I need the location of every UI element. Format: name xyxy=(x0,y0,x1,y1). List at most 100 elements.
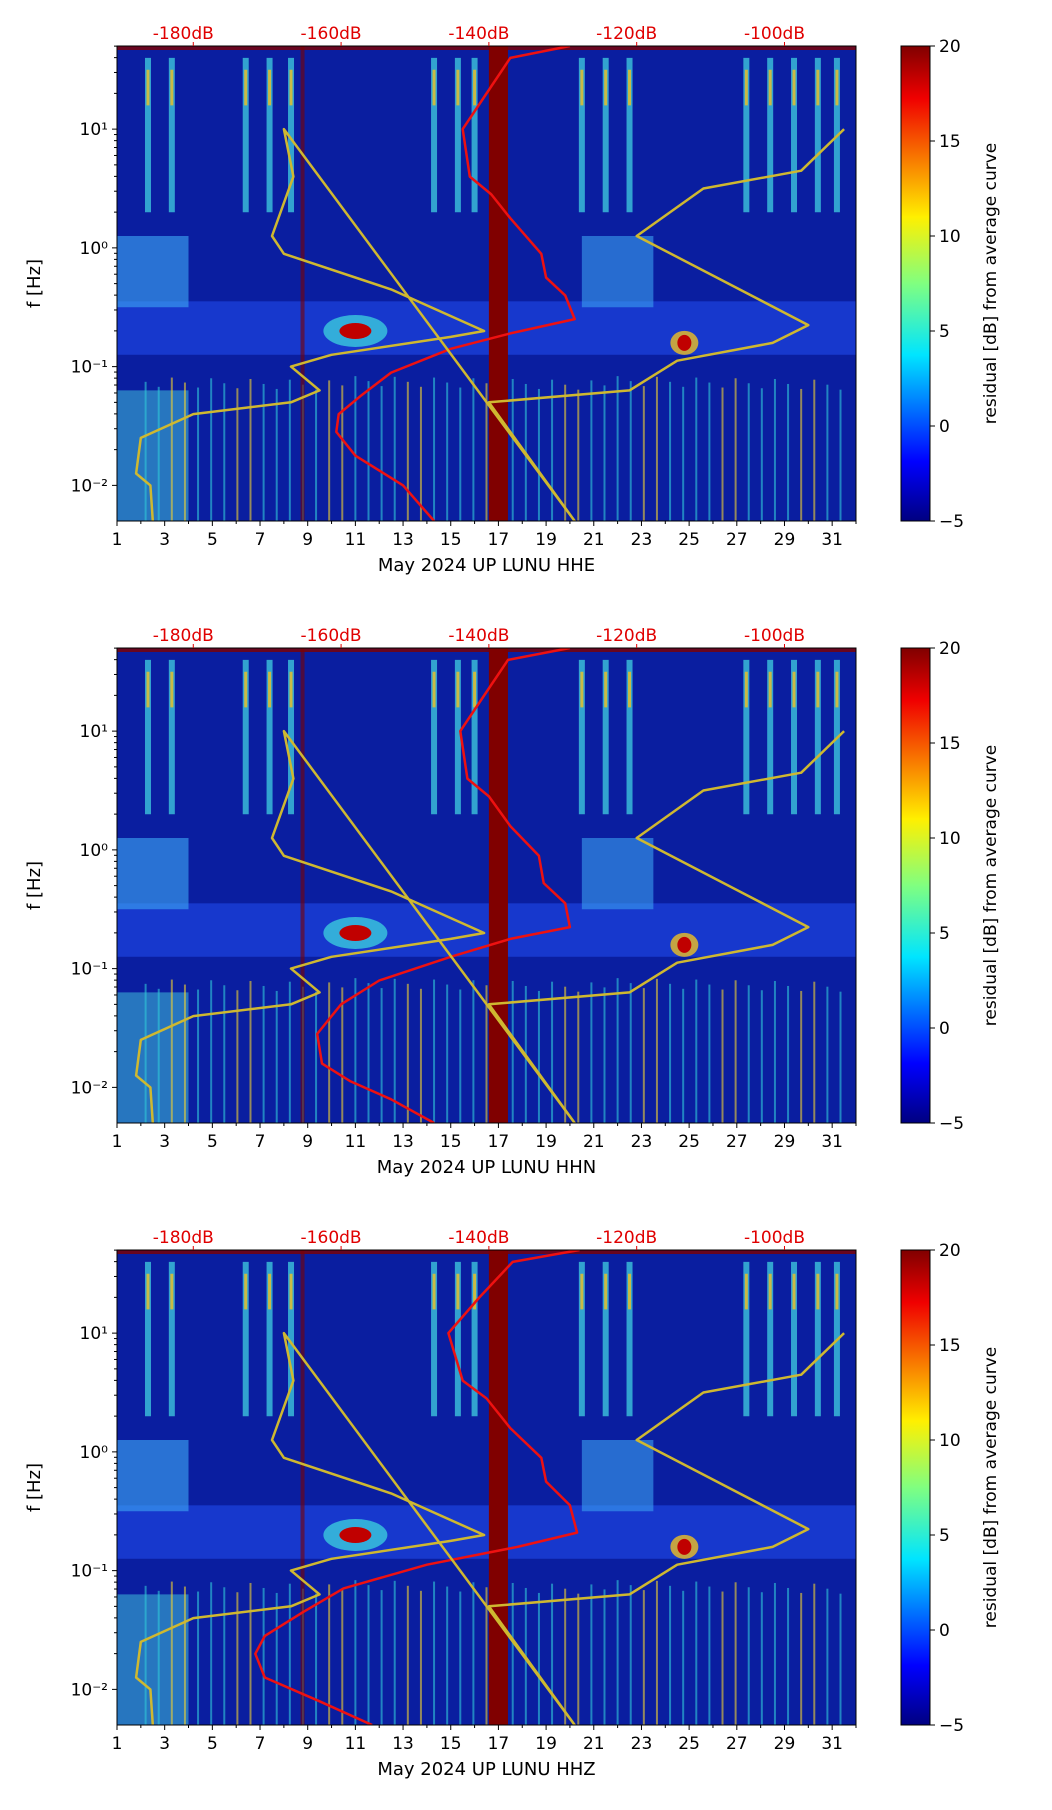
event-stripe xyxy=(144,659,151,815)
top-edge-band xyxy=(117,1250,856,1254)
transient xyxy=(157,386,160,521)
event-stripe xyxy=(266,1261,273,1417)
transient xyxy=(236,1592,239,1725)
transient xyxy=(787,985,790,1123)
event-stripe xyxy=(144,57,151,213)
top-axis-label: -120dB xyxy=(596,1228,657,1248)
x-tick-label: 15 xyxy=(440,1734,462,1754)
colorbar xyxy=(900,647,931,1124)
top-axis-label: -180dB xyxy=(153,1228,214,1248)
lowfreq-region xyxy=(117,1594,189,1725)
event-stripe-peak xyxy=(268,1273,272,1310)
transient xyxy=(354,978,357,1123)
transient xyxy=(459,387,462,521)
event-stripe xyxy=(626,659,633,815)
transient xyxy=(669,1585,672,1725)
event-stripe xyxy=(602,659,609,815)
storm-hotspot xyxy=(677,1538,692,1555)
event-stripe xyxy=(242,1261,249,1417)
lowfreq-region xyxy=(117,390,189,521)
event-stripe-peak xyxy=(744,69,748,106)
event-stripe xyxy=(454,659,461,815)
x-tick-label: 1 xyxy=(112,1734,123,1754)
transient xyxy=(839,1593,842,1725)
colorbar-tick-label: −5 xyxy=(939,1114,964,1134)
event-stripe xyxy=(578,57,585,213)
event-stripe-peak xyxy=(170,671,174,708)
noise-model-line xyxy=(134,729,845,1123)
transient xyxy=(446,984,449,1123)
transient xyxy=(537,1592,540,1725)
transient xyxy=(629,983,632,1123)
colorbar-tick-label: 20 xyxy=(939,639,961,659)
x-tick-label: 15 xyxy=(440,1132,462,1152)
transient xyxy=(433,1581,436,1725)
x-axis-label: May 2024 UP LUNU HHN xyxy=(377,1157,596,1178)
event-stripe xyxy=(471,57,478,213)
transient xyxy=(734,980,737,1123)
transient xyxy=(747,383,750,521)
event-stripe xyxy=(814,57,821,213)
transient xyxy=(813,1583,816,1725)
event-stripe-peak xyxy=(244,671,248,708)
event-stripe xyxy=(168,57,175,213)
storm-hotspot xyxy=(339,925,372,941)
transient xyxy=(275,1592,278,1725)
x-tick-label: 23 xyxy=(631,1132,653,1152)
x-tick-label: 11 xyxy=(345,1132,367,1152)
transient xyxy=(315,1593,318,1725)
x-tick-label: 7 xyxy=(255,1132,266,1152)
transient xyxy=(511,378,514,521)
x-tick-label: 13 xyxy=(392,530,414,550)
x-tick-label: 13 xyxy=(392,1132,414,1152)
y-tick-label: 10⁻¹ xyxy=(71,1562,108,1582)
y-tick-label: 10⁻² xyxy=(71,1078,108,1098)
transient xyxy=(236,990,239,1123)
x-tick-label: 9 xyxy=(302,1734,313,1754)
broadband-region xyxy=(581,1440,654,1512)
transient xyxy=(787,383,790,521)
event-stripe xyxy=(242,57,249,213)
event-stripe xyxy=(288,659,295,815)
spectrogram-chart-hhz: 1 3 5 7 9 11 13 15 17 19 21 23 25 27 29 3110⁻²10⁻¹10⁰10… xyxy=(24,1228,1001,1780)
event-stripe-peak xyxy=(473,671,477,708)
top-axis-label: -100dB xyxy=(744,24,805,44)
event-stripe xyxy=(791,659,798,815)
y-axis-label: f [Hz] xyxy=(24,861,45,910)
top-axis-label: -100dB xyxy=(744,626,805,646)
event-stripe-peak xyxy=(628,671,632,708)
panel-hhe: 1 3 5 7 9 11 13 15 17 19 21 23 25 27 29 31 10⁻² 10⁻¹ 10⁰ 10… xyxy=(0,0,1052,602)
event-stripe-peak xyxy=(768,1273,772,1310)
transient xyxy=(157,988,160,1123)
spectrogram-chart-hhn: 1 3 5 7 9 11 13 15 17 19 21 23 25 27 29 3110⁻²10⁻¹10⁰10… xyxy=(24,626,1001,1178)
event-stripe-peak xyxy=(268,671,272,708)
spectrogram-chart-hhe: 1 3 5 7 9 11 13 15 17 19 21 23 25 27 29 3110⁻²10⁻¹10⁰10… xyxy=(24,24,1001,576)
transient xyxy=(315,389,318,521)
transient xyxy=(223,383,226,521)
x-tick-label: 27 xyxy=(726,530,748,550)
transient xyxy=(642,386,645,521)
event-stripe-peak xyxy=(268,69,272,106)
transient xyxy=(341,987,344,1123)
transient xyxy=(315,991,318,1123)
event-stripe xyxy=(767,659,774,815)
event-stripe xyxy=(814,659,821,815)
transient xyxy=(551,379,554,521)
transient xyxy=(642,1590,645,1725)
event-stripe-peak xyxy=(604,69,608,106)
x-tick-label: 1 xyxy=(112,1132,123,1152)
colorbar-tick-label: 15 xyxy=(939,1336,961,1356)
transient xyxy=(564,986,567,1123)
transient xyxy=(773,1582,776,1725)
transient xyxy=(262,1587,265,1725)
transient xyxy=(590,1584,593,1725)
event-stripe xyxy=(144,1261,151,1417)
y-axis-label: f [Hz] xyxy=(24,259,45,308)
event-stripe xyxy=(578,659,585,815)
event-stripe-peak xyxy=(244,69,248,106)
event-stripe-peak xyxy=(146,671,150,708)
data-gap-column xyxy=(488,1250,508,1725)
event-stripe xyxy=(767,1261,774,1417)
event-stripe xyxy=(454,1261,461,1417)
x-tick-label: 21 xyxy=(583,1734,605,1754)
